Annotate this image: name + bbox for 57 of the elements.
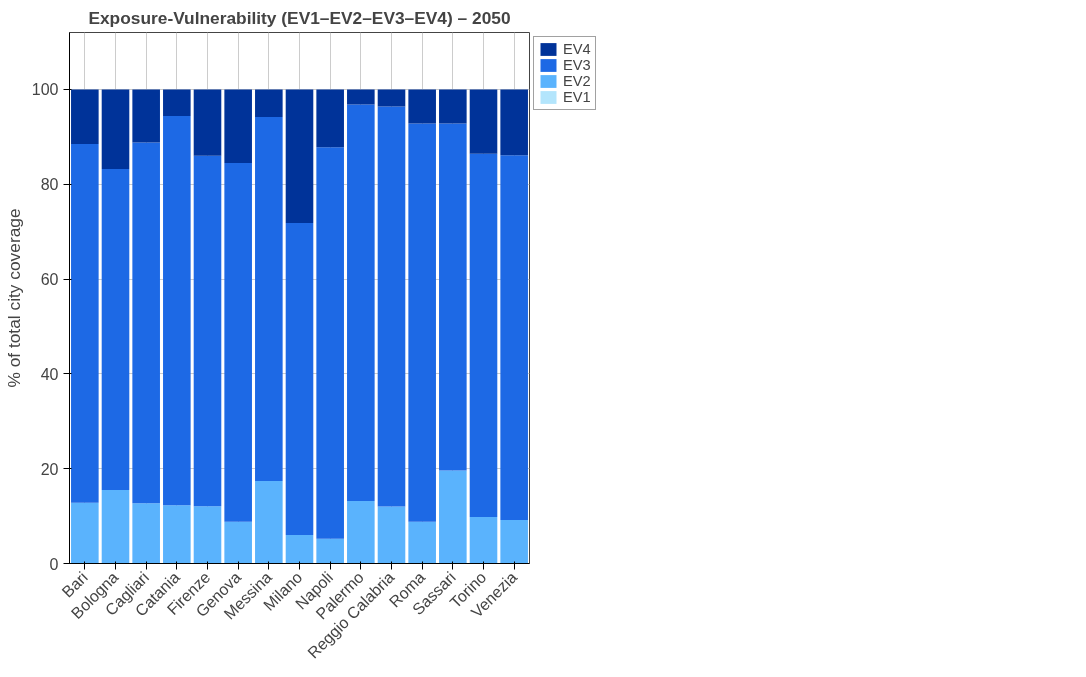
bar xyxy=(408,89,436,124)
y-tick-label: 0 xyxy=(49,555,59,573)
bar xyxy=(377,89,406,107)
bar xyxy=(193,89,222,156)
bar xyxy=(377,106,406,507)
bar xyxy=(439,470,467,564)
bar xyxy=(347,104,375,501)
bar xyxy=(132,503,160,564)
y-tick-label: 80 xyxy=(40,176,59,194)
bar xyxy=(132,142,160,504)
bar xyxy=(163,505,191,564)
bar xyxy=(285,535,314,564)
bar xyxy=(132,89,160,143)
bar xyxy=(101,169,130,491)
bar xyxy=(71,502,99,564)
bar xyxy=(71,89,99,144)
bar xyxy=(193,506,222,564)
chart-title: Exposure-Vulnerability (EV1–EV2–EV3–EV4) – 2050 xyxy=(88,7,511,28)
legend-label: EV1 xyxy=(563,89,591,105)
legend-label: EV4 xyxy=(563,41,591,57)
bar xyxy=(224,89,252,163)
bar xyxy=(285,223,314,536)
bar xyxy=(500,519,528,564)
y-tick-label: 20 xyxy=(40,460,59,478)
y-tick-label: 60 xyxy=(40,271,59,289)
bar xyxy=(347,89,375,105)
y-axis-title: % of total city coverage xyxy=(3,208,24,388)
bar xyxy=(439,89,467,124)
bar xyxy=(224,162,252,522)
bar xyxy=(377,506,406,564)
bar xyxy=(439,123,467,471)
y-tick-label: 100 xyxy=(31,81,59,99)
bar xyxy=(316,538,344,564)
bar xyxy=(316,89,344,148)
legend-label: EV2 xyxy=(563,73,591,89)
bar xyxy=(408,123,436,522)
bar xyxy=(71,143,99,503)
bar xyxy=(163,89,191,116)
bar xyxy=(500,89,528,156)
legend-label: EV3 xyxy=(563,57,591,73)
bar xyxy=(469,517,498,564)
bar xyxy=(224,521,252,564)
bar xyxy=(101,89,130,170)
bar xyxy=(255,89,283,117)
bar xyxy=(347,500,375,564)
bar xyxy=(408,521,436,564)
bar xyxy=(500,155,528,520)
bar xyxy=(285,89,314,224)
bar xyxy=(316,147,344,539)
bar xyxy=(255,481,283,564)
bar xyxy=(193,155,222,507)
bar xyxy=(469,153,498,518)
bar xyxy=(101,490,130,564)
y-tick-label: 40 xyxy=(40,365,59,383)
bar xyxy=(469,89,498,154)
bar xyxy=(163,115,191,506)
bar xyxy=(255,116,283,482)
